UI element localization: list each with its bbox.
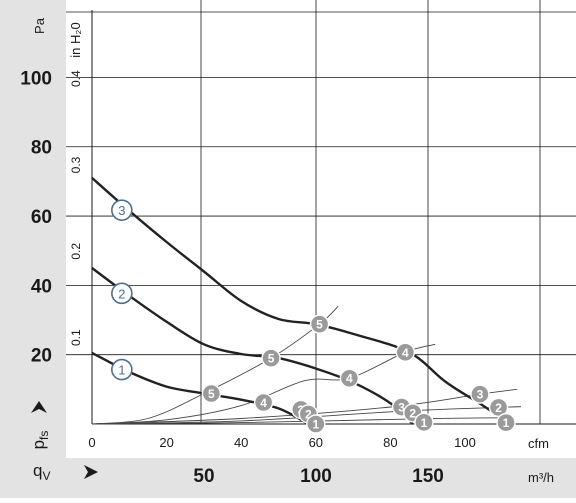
fan-curve-3 xyxy=(91,177,511,425)
left-axis-unit: Pa xyxy=(32,17,47,34)
svg-text:4: 4 xyxy=(260,396,267,410)
pressure-arrow-icon xyxy=(31,401,47,413)
left-axis-tick-label: 100 xyxy=(20,68,52,89)
bottom-axis-panel xyxy=(0,458,576,498)
flow-arrow-icon xyxy=(84,465,98,479)
curve-label-3: 3 xyxy=(111,199,133,221)
top-x-axis-unit: cfm xyxy=(528,436,549,451)
curve-label-1: 1 xyxy=(111,358,133,381)
top-x-axis-tick-label: 0 xyxy=(88,435,95,450)
operating-point-markers: 123543215432154321 xyxy=(111,199,516,434)
left-axis-tick-label: 20 xyxy=(31,346,52,367)
top-x-axis-tick-label: 20 xyxy=(159,435,173,450)
operating-point-5: 5 xyxy=(261,348,281,368)
bottom-x-axis-tick-label: 100 xyxy=(300,466,332,487)
svg-text:2: 2 xyxy=(495,401,502,415)
svg-text:3: 3 xyxy=(398,401,405,415)
left-axis-tick-label: 60 xyxy=(31,207,52,228)
operating-point-1: 1 xyxy=(496,412,516,433)
svg-text:4: 4 xyxy=(402,346,409,360)
operating-point-2: 2 xyxy=(488,397,509,418)
svg-text:1: 1 xyxy=(503,416,510,430)
svg-text:2: 2 xyxy=(305,407,312,421)
svg-text:1: 1 xyxy=(421,416,428,430)
fan-curve-2 xyxy=(91,267,414,425)
svg-text:2: 2 xyxy=(409,406,416,420)
top-x-axis-tick-label: 100 xyxy=(454,435,476,450)
top-x-axis-tick-label: 60 xyxy=(309,435,323,450)
tick-labels: 20 40 60 80 100 0.1 0.2 0.3 0.4 0 20 40 60 80 100 50 100… xyxy=(20,68,476,487)
top-x-axis-tick-label: 40 xyxy=(234,435,248,450)
operating-point-3: 3 xyxy=(470,384,490,404)
pressure-symbol: pfs xyxy=(29,431,51,450)
left-axis-panel xyxy=(0,0,66,498)
svg-text:1: 1 xyxy=(312,418,319,432)
flow-symbol-subscript: V xyxy=(42,469,50,483)
svg-text:1: 1 xyxy=(118,363,125,378)
operating-point-5: 5 xyxy=(201,383,222,404)
operating-point-4: 4 xyxy=(395,342,416,362)
curve-label-2: 2 xyxy=(111,282,133,305)
svg-text:3: 3 xyxy=(118,203,125,218)
bottom-x-axis-tick-label: 50 xyxy=(193,466,214,487)
bottom-x-axis-unit: m³/h xyxy=(528,470,554,485)
svg-text:5: 5 xyxy=(208,387,215,401)
top-x-axis-tick-label: 80 xyxy=(383,435,397,450)
operating-point-4: 4 xyxy=(253,392,274,413)
svg-text:3: 3 xyxy=(477,388,484,402)
operating-point-1: 1 xyxy=(306,414,326,434)
inner-axis-tick-label: 0.4 xyxy=(69,70,83,87)
bottom-x-axis-tick-label: 150 xyxy=(412,466,444,487)
operating-point-4: 4 xyxy=(339,368,360,388)
svg-text:5: 5 xyxy=(316,318,323,332)
svg-text:2: 2 xyxy=(118,286,125,301)
operating-point-1: 1 xyxy=(414,412,434,432)
pressure-symbol-subscript: fs xyxy=(37,431,51,440)
inner-axis-unit: in H₂0 xyxy=(68,22,83,57)
plot-background xyxy=(66,0,576,458)
inner-axis-tick-label: 0.3 xyxy=(69,156,83,173)
left-axis-tick-label: 80 xyxy=(31,138,52,159)
svg-text:4: 4 xyxy=(346,372,353,386)
svg-text:5: 5 xyxy=(268,352,275,366)
inner-axis-tick-label: 0.1 xyxy=(69,329,83,346)
inner-axis-tick-label: 0.2 xyxy=(69,243,83,260)
grid xyxy=(66,0,576,425)
flow-symbol: qV xyxy=(33,461,50,483)
operating-point-5: 5 xyxy=(309,314,330,334)
left-axis-tick-label: 40 xyxy=(31,276,52,297)
